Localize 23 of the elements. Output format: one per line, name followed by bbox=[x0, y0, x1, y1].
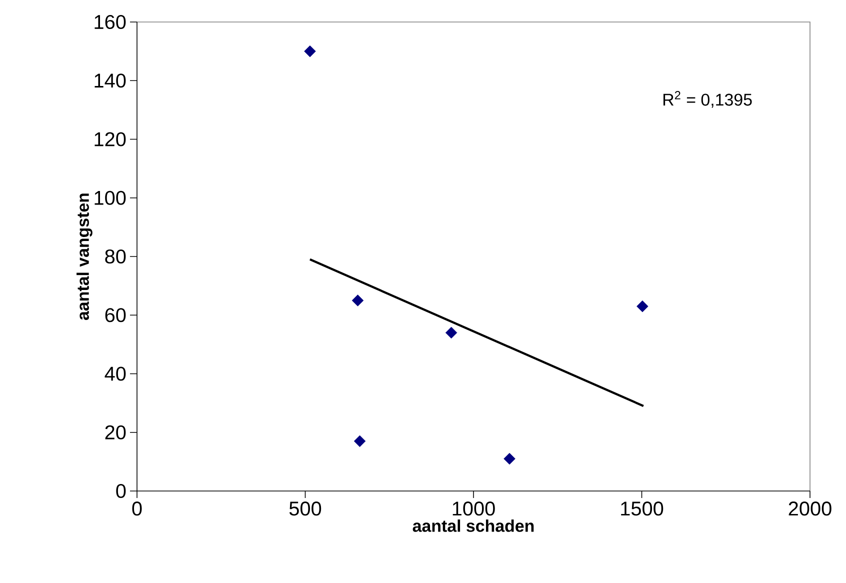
y-tick-label: 40 bbox=[104, 366, 126, 381]
x-tick-label: 1000 bbox=[452, 502, 495, 516]
point bbox=[354, 435, 366, 448]
point bbox=[352, 294, 364, 306]
y-tick-label: 0 bbox=[116, 484, 126, 498]
point bbox=[304, 45, 316, 58]
x-axis-title: aantal schaden bbox=[412, 519, 534, 532]
x-tick-label: 0 bbox=[132, 502, 142, 516]
y-tick-label: 80 bbox=[105, 249, 126, 264]
y-tick-label: 100 bbox=[94, 190, 126, 205]
y-tick-label: 20 bbox=[105, 425, 126, 440]
x-tick-label: 2000 bbox=[788, 502, 832, 516]
point bbox=[504, 452, 516, 465]
point bbox=[636, 300, 648, 312]
x-tick-label: 500 bbox=[289, 502, 322, 516]
point bbox=[445, 326, 458, 339]
y-tick-label: 120 bbox=[94, 132, 126, 146]
y-tick-label: 160 bbox=[94, 14, 126, 30]
y-axis-title: aantal vangsten bbox=[76, 194, 92, 320]
x-tick-label: 1500 bbox=[621, 502, 664, 516]
y-tick-label: 60 bbox=[105, 308, 126, 322]
y-tick-label: 140 bbox=[94, 74, 126, 88]
annotation: R$^{2}$ = 0,1395 bbox=[663, 91, 752, 108]
